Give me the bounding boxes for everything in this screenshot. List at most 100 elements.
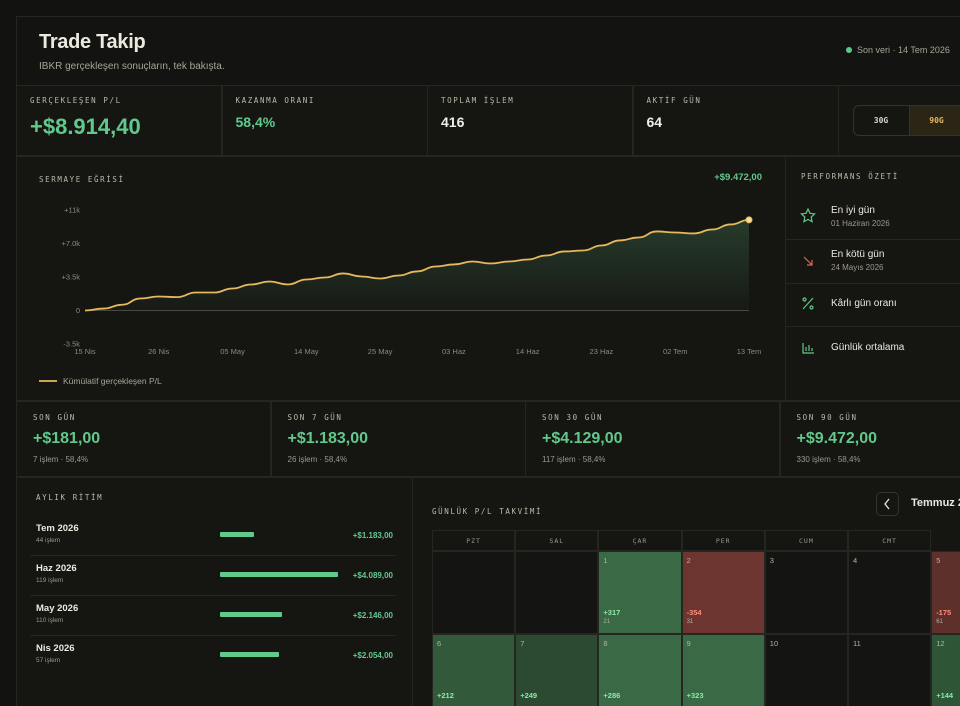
- period-label: SON 7 GÜN: [287, 413, 343, 422]
- weekday: SAL: [515, 530, 599, 551]
- period-label: SON GÜN: [33, 413, 76, 422]
- title: Trade Takip: [39, 31, 146, 53]
- day-pnl: +317: [603, 608, 621, 617]
- separator: [30, 595, 396, 596]
- day-sub: 31: [686, 619, 694, 625]
- period-label: SON 30 GÜN: [542, 413, 604, 422]
- day-number: 6: [437, 639, 442, 648]
- day-cell: [598, 551, 682, 634]
- perf-panel: [785, 156, 960, 401]
- perf-label: Günlük ortalama: [831, 342, 905, 353]
- day-cell: [432, 634, 516, 706]
- period-value: +$4.129,00: [542, 430, 623, 447]
- period-sub: 330 işlem · 58,4%: [796, 455, 861, 464]
- perf-label: En iyi gün: [831, 205, 875, 216]
- kpi-label: KAZANMA ORANI: [235, 96, 315, 105]
- chart-panel: [16, 156, 786, 401]
- kpi-value: 416: [441, 114, 465, 130]
- kpi-card: [632, 85, 839, 156]
- day-number: 11: [853, 639, 861, 648]
- weekday: ÇAR: [598, 530, 682, 551]
- range-button[interactable]: 90G: [908, 106, 960, 135]
- month-bar: [220, 652, 280, 657]
- calendar-month: Temmuz 2026: [911, 497, 960, 509]
- monthly-panel: [16, 477, 413, 706]
- day-number: 8: [603, 639, 608, 648]
- month-name: Haz 2026: [36, 563, 77, 574]
- day-pnl: +286: [603, 691, 621, 700]
- period-sub: 26 işlem · 58,4%: [287, 455, 348, 464]
- month-sub: 110 işlem: [36, 617, 64, 624]
- day-pnl: +144: [936, 691, 954, 700]
- day-pnl: +249: [520, 691, 538, 700]
- period-label: SON 90 GÜN: [796, 413, 858, 422]
- kpi-value: 58,4%: [235, 114, 276, 130]
- header-panel: [16, 16, 960, 86]
- chart-title: SERMAYE EĞRİSİ: [39, 175, 125, 184]
- day-number: 12: [936, 639, 945, 648]
- day-pnl: -175: [936, 608, 952, 617]
- perf-sub: 01 Haziran 2026: [831, 219, 890, 228]
- day-cell: [848, 551, 932, 634]
- kpi-card: [221, 85, 428, 156]
- period-value: +$9.472,00: [796, 430, 878, 447]
- period-card: [16, 401, 271, 477]
- day-number: 3: [769, 556, 774, 565]
- day-cell: [931, 634, 960, 706]
- day-number: 5: [936, 556, 941, 565]
- day-pnl: +323: [686, 691, 704, 700]
- day-cell: [598, 634, 682, 706]
- period-card: [270, 401, 526, 477]
- period-card: [779, 401, 960, 477]
- period-sub: 117 işlem · 58,4%: [542, 455, 606, 464]
- day-pnl: +212: [437, 691, 454, 700]
- kpi-label: TOPLAM İŞLEM: [441, 96, 515, 105]
- day-cell: [931, 551, 960, 634]
- month-name: Nis 2026: [36, 643, 75, 654]
- day-cell: [681, 634, 765, 706]
- month-name: Tem 2026: [36, 523, 79, 534]
- nav-button[interactable]: [876, 492, 899, 516]
- perf-title: PERFORMANS ÖZETİ: [801, 172, 899, 181]
- day-sub: 21: [603, 619, 611, 625]
- weekday: CMT: [848, 530, 932, 551]
- kpi-value: +$8.914,40: [30, 114, 141, 139]
- subtitle: IBKR gerçekleşen sonuçların, tek bakışta…: [39, 61, 225, 72]
- day-sub: 61: [936, 619, 943, 625]
- calendar-title: GÜNLÜK P/L TAKVİMİ: [432, 507, 543, 516]
- day-cell: [681, 551, 765, 634]
- separator: [785, 239, 960, 240]
- period-card: [525, 401, 780, 477]
- period-value: +$181,00: [33, 430, 101, 447]
- separator: [30, 635, 396, 636]
- month-value: +$2.054,00: [352, 651, 393, 660]
- period-value: +$1.183,00: [287, 430, 369, 447]
- separator: [785, 283, 960, 284]
- month-bar: [220, 532, 255, 537]
- separator: [30, 555, 396, 556]
- day-cell: [848, 634, 932, 706]
- kpi-value: 64: [646, 114, 663, 130]
- range-button[interactable]: 30G: [873, 116, 889, 125]
- day-number: 9: [686, 639, 691, 648]
- separator: [785, 326, 960, 327]
- month-value: +$2.146,00: [352, 611, 393, 620]
- day-cell: [515, 551, 599, 634]
- month-bar: [220, 612, 282, 617]
- day-pnl: -354: [686, 608, 702, 617]
- month-sub: 119 işlem: [36, 577, 64, 584]
- month-sub: 57 işlem: [36, 657, 61, 664]
- kpi-label: GERÇEKLEŞEN P/L: [30, 96, 122, 105]
- status-dot: [846, 47, 852, 53]
- kpi-card: [16, 85, 222, 156]
- day-cell: [432, 551, 516, 634]
- weekday: CUM: [764, 530, 848, 551]
- chart-end-label: +$9.472,00: [714, 172, 762, 183]
- kpi-card: [427, 85, 633, 156]
- day-number: 7: [520, 639, 525, 648]
- day-number: 2: [686, 556, 691, 565]
- perf-sub: 24 Mayıs 2026: [831, 263, 884, 272]
- month-bar: [220, 572, 338, 577]
- day-cell: [764, 551, 848, 634]
